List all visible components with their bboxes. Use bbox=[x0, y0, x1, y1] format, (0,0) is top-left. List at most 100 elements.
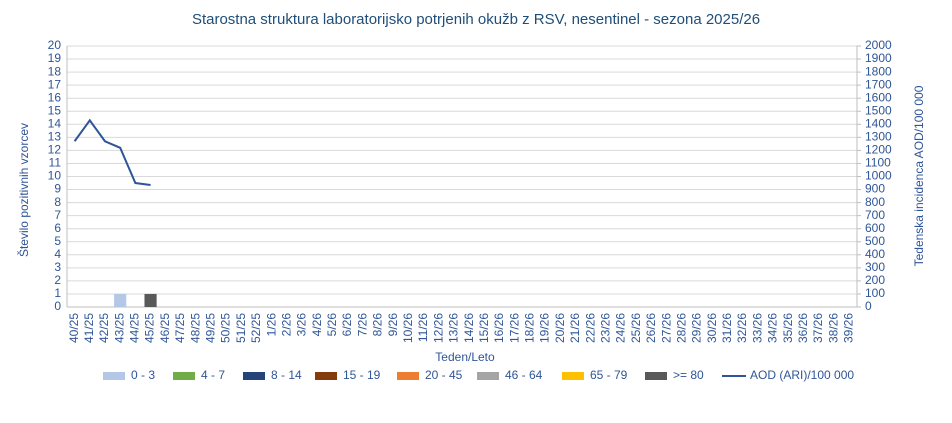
x-tick-label: 45/25 bbox=[143, 313, 157, 343]
y2-tick-label: 1700 bbox=[865, 77, 892, 91]
x-tick-label: 12/26 bbox=[431, 313, 445, 343]
legend-label: 65 - 79 bbox=[590, 368, 628, 382]
x-tick-label: 38/26 bbox=[826, 313, 840, 343]
y2-tick-label: 400 bbox=[865, 247, 885, 261]
x-tick-label: 50/25 bbox=[219, 313, 233, 343]
y2-tick-label: 1900 bbox=[865, 51, 892, 65]
x-tick-label: 49/25 bbox=[203, 313, 217, 343]
y-tick-label: 15 bbox=[48, 103, 62, 117]
legend-label: 8 - 14 bbox=[271, 368, 302, 382]
x-tick-label: 20/26 bbox=[553, 313, 567, 343]
x-tick-label: 10/26 bbox=[401, 313, 415, 343]
legend-swatch bbox=[645, 372, 667, 380]
y2-tick-label: 300 bbox=[865, 260, 885, 274]
y-tick-label: 9 bbox=[54, 182, 61, 196]
x-tick-label: 31/26 bbox=[720, 313, 734, 343]
y-tick-label: 20 bbox=[48, 38, 62, 52]
y-tick-label: 18 bbox=[48, 64, 62, 78]
y2-tick-label: 2000 bbox=[865, 38, 892, 52]
y2-tick-label: 1400 bbox=[865, 116, 892, 130]
y2-tick-label: 500 bbox=[865, 234, 885, 248]
y-tick-label: 0 bbox=[54, 299, 61, 313]
y2-tick-label: 100 bbox=[865, 286, 885, 300]
y2-tick-label: 1500 bbox=[865, 103, 892, 117]
x-tick-label: 42/25 bbox=[97, 313, 111, 343]
y2-tick-label: 700 bbox=[865, 208, 885, 222]
y2-tick-label: 0 bbox=[865, 299, 872, 313]
legend-label: AOD (ARI)/100 000 bbox=[750, 368, 854, 382]
y2-axis-title: Tedenska incidenca AOD/100 000 bbox=[912, 85, 926, 266]
x-tick-label: 39/26 bbox=[842, 313, 856, 343]
x-tick-label: 3/26 bbox=[295, 313, 309, 337]
x-tick-label: 21/26 bbox=[568, 313, 582, 343]
y-tick-label: 10 bbox=[48, 169, 62, 183]
legend-swatch bbox=[477, 372, 499, 380]
y-tick-label: 17 bbox=[48, 77, 62, 91]
y2-tick-label: 1000 bbox=[865, 169, 892, 183]
legend-swatch bbox=[173, 372, 195, 380]
legend-label: >= 80 bbox=[673, 368, 704, 382]
legend-swatch bbox=[397, 372, 419, 380]
x-tick-label: 33/26 bbox=[750, 313, 764, 343]
x-tick-label: 35/26 bbox=[781, 313, 795, 343]
x-tick-label: 2/26 bbox=[279, 313, 293, 337]
x-tick-label: 43/25 bbox=[112, 313, 126, 343]
legend-swatch bbox=[562, 372, 584, 380]
y-tick-label: 1 bbox=[54, 286, 61, 300]
line bbox=[73, 118, 151, 186]
x-tick-label: 29/26 bbox=[690, 313, 704, 343]
bar bbox=[114, 293, 127, 307]
x-tick-label: 23/26 bbox=[598, 313, 612, 343]
legend-swatch bbox=[103, 372, 125, 380]
legend-label: 0 - 3 bbox=[131, 368, 155, 382]
y-tick-label: 14 bbox=[48, 116, 62, 130]
y-tick-label: 12 bbox=[48, 143, 62, 157]
x-tick-label: 28/26 bbox=[674, 313, 688, 343]
y2-tick-label: 1800 bbox=[865, 64, 892, 78]
y-tick-label: 8 bbox=[54, 195, 61, 209]
y2-tick-label: 1100 bbox=[865, 156, 891, 170]
x-tick-label: 34/26 bbox=[766, 313, 780, 343]
legend-swatch bbox=[315, 372, 337, 380]
bar bbox=[144, 293, 157, 307]
x-tick-label: 27/26 bbox=[659, 313, 673, 343]
y-tick-label: 6 bbox=[54, 221, 61, 235]
y2-tick-label: 1200 bbox=[865, 143, 892, 157]
x-tick-label: 36/26 bbox=[796, 313, 810, 343]
y-tick-label: 16 bbox=[48, 90, 62, 104]
legend-swatch bbox=[243, 372, 265, 380]
x-tick-label: 7/26 bbox=[355, 313, 369, 337]
x-tick-label: 52/25 bbox=[249, 313, 263, 343]
x-tick-label: 26/26 bbox=[644, 313, 658, 343]
x-tick-label: 14/26 bbox=[462, 313, 476, 343]
x-tick-label: 46/25 bbox=[158, 313, 172, 343]
x-axis-title: Teden/Leto bbox=[435, 350, 495, 364]
x-tick-label: 44/25 bbox=[128, 313, 142, 343]
x-tick-label: 40/25 bbox=[67, 313, 81, 343]
x-tick-label: 18/26 bbox=[523, 313, 537, 343]
x-tick-label: 4/26 bbox=[310, 313, 324, 337]
x-tick-label: 11/26 bbox=[416, 313, 430, 342]
legend-label: 46 - 64 bbox=[505, 368, 543, 382]
y-tick-label: 2 bbox=[54, 273, 61, 287]
x-tick-label: 1/26 bbox=[264, 313, 278, 337]
x-tick-label: 37/26 bbox=[811, 313, 825, 343]
x-tick-label: 30/26 bbox=[705, 313, 719, 343]
y2-tick-label: 600 bbox=[865, 221, 885, 235]
chart-title: Starostna struktura laboratorijsko potrj… bbox=[192, 11, 760, 28]
x-tick-label: 48/25 bbox=[188, 313, 202, 343]
x-tick-label: 9/26 bbox=[386, 313, 400, 337]
y-axis-title: Število pozitivnih vzorcev bbox=[16, 123, 31, 257]
x-tick-label: 15/26 bbox=[477, 313, 491, 343]
x-tick-label: 16/26 bbox=[492, 313, 506, 343]
x-tick-label: 5/26 bbox=[325, 313, 339, 337]
y-tick-label: 13 bbox=[48, 130, 62, 144]
x-tick-label: 22/26 bbox=[583, 313, 597, 343]
y2-tick-label: 200 bbox=[865, 273, 885, 287]
x-tick-label: 25/26 bbox=[629, 313, 643, 343]
y2-tick-label: 800 bbox=[865, 195, 885, 209]
y-tick-label: 3 bbox=[54, 260, 61, 274]
y-tick-label: 11 bbox=[49, 156, 62, 170]
legend-label: 20 - 45 bbox=[425, 368, 463, 382]
